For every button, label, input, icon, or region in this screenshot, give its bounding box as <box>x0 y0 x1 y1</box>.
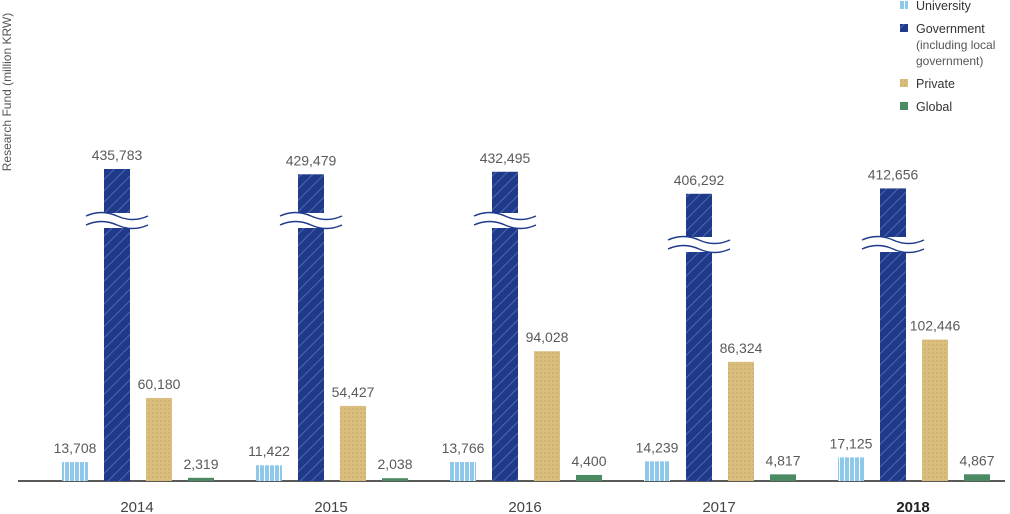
legend-label-government-sub2: government) <box>916 54 983 68</box>
x-tick-2017: 2017 <box>702 499 735 514</box>
bar-government-2018 <box>880 188 906 481</box>
legend-swatch-university <box>900 1 908 9</box>
value-label-private-2017: 86,324 <box>720 340 763 356</box>
value-label-global-2017: 4,817 <box>765 452 800 468</box>
axis-break-line-top-2014 <box>85 211 149 221</box>
legend-swatch-government <box>900 24 908 32</box>
value-label-university-2018: 17,125 <box>830 435 873 451</box>
value-label-private-2015: 54,427 <box>332 384 375 400</box>
value-label-global-2016: 4,400 <box>571 453 606 469</box>
axis-break-line-bottom-2018 <box>861 244 925 254</box>
bar-private-2018 <box>922 339 948 481</box>
value-label-private-2016: 94,028 <box>526 329 569 345</box>
axis-break-line-top-2018 <box>861 235 925 245</box>
axis-break-band-2015 <box>297 213 325 228</box>
legend-label-government-sub1: (including local <box>916 38 995 52</box>
x-tick-2018: 2018 <box>896 499 929 514</box>
legend: University Government (including local g… <box>900 0 995 114</box>
axis-break-line-top-2015 <box>279 211 343 221</box>
x-tick-2014: 2014 <box>120 499 153 514</box>
axis-break-band-2014 <box>103 213 131 228</box>
legend-label-university: University <box>916 0 972 13</box>
value-label-global-2014: 2,319 <box>183 456 218 472</box>
value-label-private-2014: 60,180 <box>138 376 181 392</box>
axis-break-band-2017 <box>685 237 713 252</box>
bar-university-2014 <box>62 462 88 481</box>
x-tick-2016: 2016 <box>508 499 541 514</box>
bar-private-2016 <box>534 351 560 481</box>
axis-break-band-2016 <box>491 213 519 228</box>
value-label-government-2018: 412,656 <box>868 166 919 182</box>
bar-private-2015 <box>340 405 366 481</box>
bar-private-2014 <box>146 397 172 481</box>
x-tick-labels: 2014 2015 2016 2017 2018 <box>120 499 929 514</box>
legend-label-government: Government <box>916 22 985 36</box>
y-axis-label: Research Fund (million KRW) <box>0 13 14 172</box>
axis-break-line-bottom-2014 <box>85 220 149 230</box>
bars-group: 13,708 435,783 60,180 2,319 11,422 429,479 54,… <box>54 147 995 482</box>
bar-university-2015 <box>256 465 282 481</box>
bar-university-2016 <box>450 462 476 481</box>
legend-label-private: Private <box>916 77 955 91</box>
axis-break-line-bottom-2015 <box>279 220 343 230</box>
bar-university-2017 <box>644 461 670 481</box>
axis-break-band-2018 <box>879 237 907 252</box>
legend-swatch-global <box>900 102 908 110</box>
bar-global-2017 <box>770 474 796 481</box>
value-label-university-2015: 11,422 <box>248 443 290 459</box>
value-label-private-2018: 102,446 <box>910 318 961 334</box>
value-label-university-2014: 13,708 <box>54 440 97 456</box>
axis-break-line-top-2017 <box>667 235 731 245</box>
bar-global-2016 <box>576 474 602 481</box>
value-label-government-2014: 435,783 <box>92 147 143 163</box>
value-label-university-2016: 13,766 <box>442 440 485 456</box>
axis-break-line-top-2016 <box>473 211 537 221</box>
value-label-global-2018: 4,867 <box>959 452 994 468</box>
bar-global-2015 <box>382 478 408 481</box>
value-label-government-2015: 429,479 <box>286 152 337 168</box>
bar-private-2017 <box>728 361 754 481</box>
x-tick-2015: 2015 <box>314 499 347 514</box>
axis-break-line-bottom-2017 <box>667 244 731 254</box>
legend-label-global: Global <box>916 100 952 114</box>
legend-swatch-private <box>900 79 908 87</box>
value-label-university-2017: 14,239 <box>636 439 679 455</box>
bar-global-2014 <box>188 477 214 481</box>
bar-global-2018 <box>964 474 990 481</box>
axis-break-line-bottom-2016 <box>473 220 537 230</box>
value-label-government-2016: 432,495 <box>480 150 531 166</box>
value-label-government-2017: 406,292 <box>674 172 725 188</box>
value-label-global-2015: 2,038 <box>377 456 412 472</box>
bar-university-2018 <box>838 457 864 481</box>
